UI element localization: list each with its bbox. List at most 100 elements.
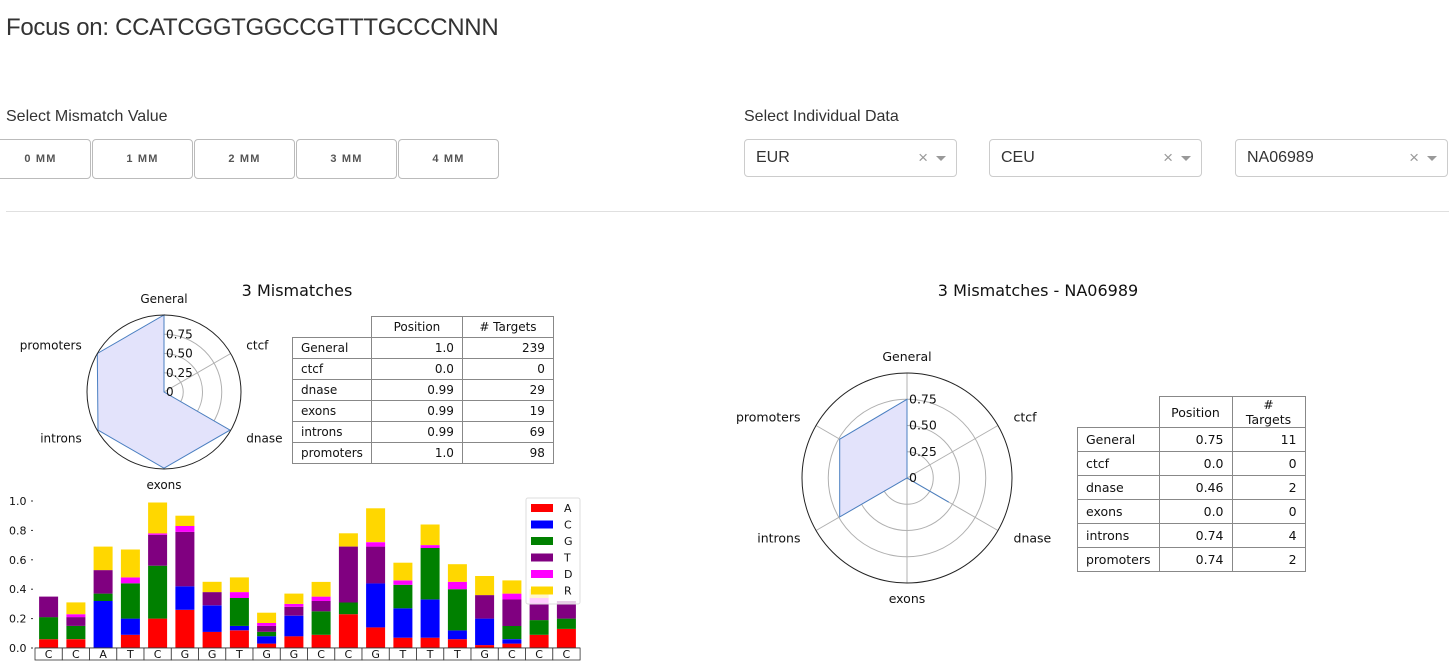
bar-segment-R [202, 581, 222, 593]
legend-swatch [531, 553, 553, 562]
radar-spoke [906, 425, 999, 479]
clear-icon[interactable]: × [918, 148, 928, 167]
bar-segment-T [66, 617, 86, 626]
targets-cell: 2 [1231, 547, 1306, 572]
position-cell: 0.74 [1158, 547, 1233, 572]
position-header: Position [1158, 396, 1233, 428]
bar-segment-C [229, 625, 249, 631]
targets-cell: 0 [461, 358, 554, 380]
bar-segment-A [366, 627, 386, 648]
dropdown-arrow-icon[interactable] [936, 156, 946, 161]
table-row: introns 0.99 69 [292, 421, 554, 443]
x-tick-label: G [371, 648, 380, 661]
bar-segment-T [556, 601, 576, 619]
bar-segment-C [175, 586, 195, 610]
table-row: General 0.75 11 [1077, 427, 1306, 452]
individual-select[interactable]: NA06989 × [1235, 139, 1448, 177]
radar-axis-label: General [140, 292, 187, 306]
position-cell: 0.75 [1158, 427, 1233, 452]
row-name-cell: ctcf [292, 358, 372, 380]
mm-4-button[interactable]: 4 MM [398, 139, 499, 179]
bar-segment-A [202, 631, 222, 648]
radar-data-polygon [839, 398, 950, 518]
bar-segment-A [175, 609, 195, 648]
focus-prefix: Focus on: [6, 14, 116, 41]
bar-segment-C [93, 601, 113, 648]
radar-axis-label: introns [40, 432, 82, 446]
bar-segment-T [202, 592, 222, 606]
table-row: ctcf 0.0 0 [292, 358, 554, 380]
targets-cell: 4 [1231, 523, 1306, 548]
population-value: CEU [1001, 149, 1035, 166]
x-tick-label: C [508, 648, 516, 661]
legend-swatch [531, 586, 553, 595]
bar-segment-A [148, 618, 168, 648]
y-tick-label: 0.4 [9, 583, 27, 596]
population-select[interactable]: CEU × [989, 139, 1202, 177]
legend-label: G [564, 535, 573, 548]
mm-1-button[interactable]: 1 MM [92, 139, 193, 179]
bar-segment-G [502, 625, 522, 640]
position-cell: 0.74 [1158, 523, 1233, 548]
clear-icon[interactable]: × [1409, 148, 1419, 167]
x-tick-label: G [290, 648, 299, 661]
position-cell: 0.0 [1158, 499, 1233, 524]
bar-segment-G [529, 620, 549, 635]
bar-segment-C [284, 615, 304, 637]
x-tick-label: C [154, 648, 162, 661]
row-name-cell: introns [292, 421, 372, 443]
bar-segment-R [148, 502, 168, 534]
x-tick-label: G [181, 648, 190, 661]
row-name-cell: General [292, 337, 372, 359]
bar-segment-R [338, 533, 358, 547]
radar-axis-label: exons [889, 591, 926, 606]
dropdown-arrow-icon[interactable] [1427, 156, 1437, 161]
table-row: dnase 0.46 2 [1077, 475, 1306, 500]
bar-segment-D [120, 577, 140, 584]
targets-cell: 0 [1231, 499, 1306, 524]
bar-segment-G [93, 593, 113, 601]
radar-tick-label: 0.50 [909, 418, 937, 433]
bar-segment-A [529, 634, 549, 648]
table-row: dnase 0.99 29 [292, 379, 554, 401]
bar-segment-C [447, 630, 467, 640]
table-row: promoters 0.74 2 [1077, 547, 1306, 572]
radar-tick-label: 0.50 [166, 347, 193, 361]
bar-segment-D [175, 526, 195, 532]
position-cell: 0.46 [1158, 475, 1233, 500]
superpopulation-select[interactable]: EUR × [744, 139, 957, 177]
bar-segment-R [66, 602, 86, 615]
position-cell: 0.0 [370, 358, 463, 380]
dropdown-arrow-icon[interactable] [1181, 156, 1191, 161]
radar-axis-label: dnase [246, 432, 282, 446]
mm-0-button[interactable]: 0 MM [0, 139, 91, 179]
bar-segment-D [148, 533, 168, 535]
bar-segment-R [284, 593, 304, 604]
right-title: 3 Mismatches - NA06989 [938, 281, 1138, 300]
bar-segment-G [66, 625, 86, 640]
left-title: 3 Mismatches [242, 281, 353, 300]
bar-segment-T [175, 531, 195, 587]
bar-segment-C [420, 599, 440, 638]
radar-outline [801, 372, 1013, 584]
bar-segment-R [175, 515, 195, 526]
position-cell: 0.99 [370, 400, 463, 422]
bar-segment-T [311, 601, 331, 612]
x-tick-label: C [563, 648, 571, 661]
x-tick-label: C [317, 648, 325, 661]
radar-axis-label: ctcf [1014, 410, 1038, 425]
mm-3-button[interactable]: 3 MM [296, 139, 397, 179]
bar-segment-R [502, 580, 522, 594]
position-cell: 0.0 [1158, 451, 1233, 476]
targets-cell: 19 [461, 400, 554, 422]
table-header-row: Position # Targets [1077, 396, 1306, 428]
bar-segment-T [366, 546, 386, 584]
clear-icon[interactable]: × [1163, 148, 1173, 167]
mm-2-button[interactable]: 2 MM [194, 139, 295, 179]
bar-segment-T [338, 546, 358, 603]
bar-segment-T [475, 595, 495, 619]
bar-segment-A [284, 636, 304, 648]
x-tick-label: G [262, 648, 271, 661]
bar-segment-R [120, 549, 140, 578]
